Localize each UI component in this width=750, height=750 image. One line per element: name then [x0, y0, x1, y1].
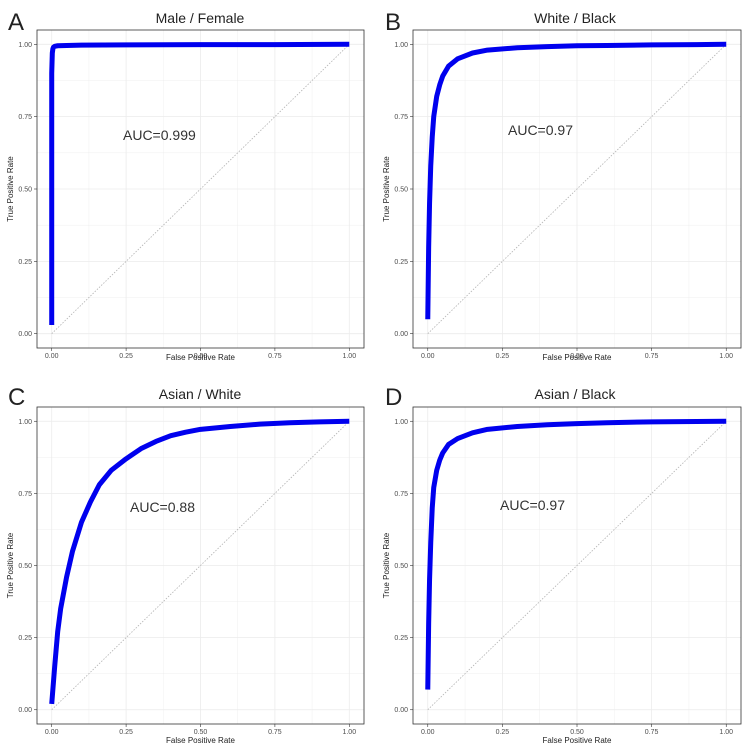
y-tick-label: 0.50 — [394, 187, 408, 194]
x-tick-label: 1.00 — [342, 729, 356, 736]
x-axis-title: False Positive Rate — [166, 736, 235, 745]
y-axis-title: True Positive Rate — [382, 532, 391, 598]
x-tick-label: 0.25 — [119, 353, 133, 360]
diagonal-reference-line — [427, 420, 727, 711]
y-tick-label: 0.00 — [394, 331, 408, 338]
x-axis-title: False Positive Rate — [543, 736, 612, 745]
auc-annotation: AUC=0.97 — [508, 122, 573, 138]
y-tick-label: 0.25 — [18, 635, 32, 642]
y-axis-title: True Positive Rate — [6, 156, 15, 222]
x-tick-label: 1.00 — [342, 353, 356, 360]
x-tick-label: 0.00 — [421, 729, 435, 736]
x-tick-label: 0.75 — [645, 729, 659, 736]
y-tick-label: 0.00 — [18, 331, 32, 338]
y-tick-label: 0.25 — [394, 635, 408, 642]
x-tick-label: 0.25 — [496, 353, 510, 360]
x-tick-label: 0.50 — [570, 729, 584, 736]
roc-panel-a: 0.00 0.25 0.50 0.75 1.00 0.00 0.25 0.50 0.75 1.00… — [6, 9, 365, 362]
panel-title: Asian / Black — [535, 386, 617, 402]
y-tick-label: 0.25 — [18, 259, 32, 266]
roc-curve — [425, 418, 727, 690]
roc-curve — [49, 41, 350, 326]
x-tick-label: 1.00 — [719, 729, 733, 736]
panel-letter: D — [385, 384, 402, 411]
auc-annotation: AUC=0.999 — [123, 127, 196, 143]
diagonal-reference-line — [51, 420, 350, 711]
panel-title: Male / Female — [156, 10, 245, 26]
y-tick-label: 0.50 — [18, 563, 32, 570]
x-tick-label: 0.00 — [45, 353, 59, 360]
roc-curve — [425, 41, 727, 320]
y-tick-label: 0.50 — [394, 563, 408, 570]
y-tick-label: 0.75 — [394, 491, 408, 498]
roc-panel-b: 0.00 0.25 0.50 0.75 1.00 0.00 0.25 0.50 0.75 1.00… — [382, 9, 742, 362]
y-tick-label: 1.00 — [394, 42, 408, 49]
x-tick-label: 0.75 — [268, 353, 282, 360]
y-tick-label: 1.00 — [394, 419, 408, 426]
x-tick-label: 0.50 — [570, 353, 584, 360]
x-tick-label: 0.25 — [119, 729, 133, 736]
x-tick-label: 0.50 — [194, 729, 208, 736]
panel-letter: C — [8, 384, 25, 411]
x-tick-label: 1.00 — [719, 353, 733, 360]
x-axis-title: False Positive Rate — [543, 353, 612, 362]
panel-title: Asian / White — [159, 386, 242, 402]
x-tick-label: 0.75 — [645, 353, 659, 360]
x-tick-label: 0.25 — [496, 729, 510, 736]
y-tick-label: 0.75 — [18, 491, 32, 498]
panel-letter: A — [8, 9, 24, 36]
x-tick-label: 0.00 — [45, 729, 59, 736]
diagonal-reference-line — [427, 44, 727, 334]
panel-letter: B — [385, 9, 401, 36]
y-tick-label: 1.00 — [18, 419, 32, 426]
x-tick-label: 0.00 — [421, 353, 435, 360]
auc-annotation: AUC=0.97 — [500, 497, 565, 513]
x-axis-title: False Positive Rate — [166, 353, 235, 362]
y-axis-title: True Positive Rate — [6, 532, 15, 598]
roc-panel-d: 0.00 0.25 0.50 0.75 1.00 0.00 0.25 0.50 0.75 1.00… — [382, 384, 742, 745]
roc-panel-c: 0.00 0.25 0.50 0.75 1.00 0.00 0.25 0.50 0.75 1.00… — [6, 384, 365, 745]
y-tick-label: 0.75 — [18, 114, 32, 121]
panel-title: White / Black — [534, 10, 617, 26]
x-tick-label: 0.50 — [194, 353, 208, 360]
y-tick-label: 0.00 — [394, 707, 408, 714]
y-tick-label: 0.25 — [394, 259, 408, 266]
y-tick-label: 0.00 — [18, 707, 32, 714]
y-tick-label: 1.00 — [18, 42, 32, 49]
roc-curve — [49, 418, 350, 705]
y-axis-title: True Positive Rate — [382, 156, 391, 222]
diagonal-reference-line — [51, 44, 350, 334]
y-tick-label: 0.75 — [394, 114, 408, 121]
x-tick-label: 0.75 — [268, 729, 282, 736]
y-tick-label: 0.50 — [18, 187, 32, 194]
auc-annotation: AUC=0.88 — [130, 499, 195, 515]
